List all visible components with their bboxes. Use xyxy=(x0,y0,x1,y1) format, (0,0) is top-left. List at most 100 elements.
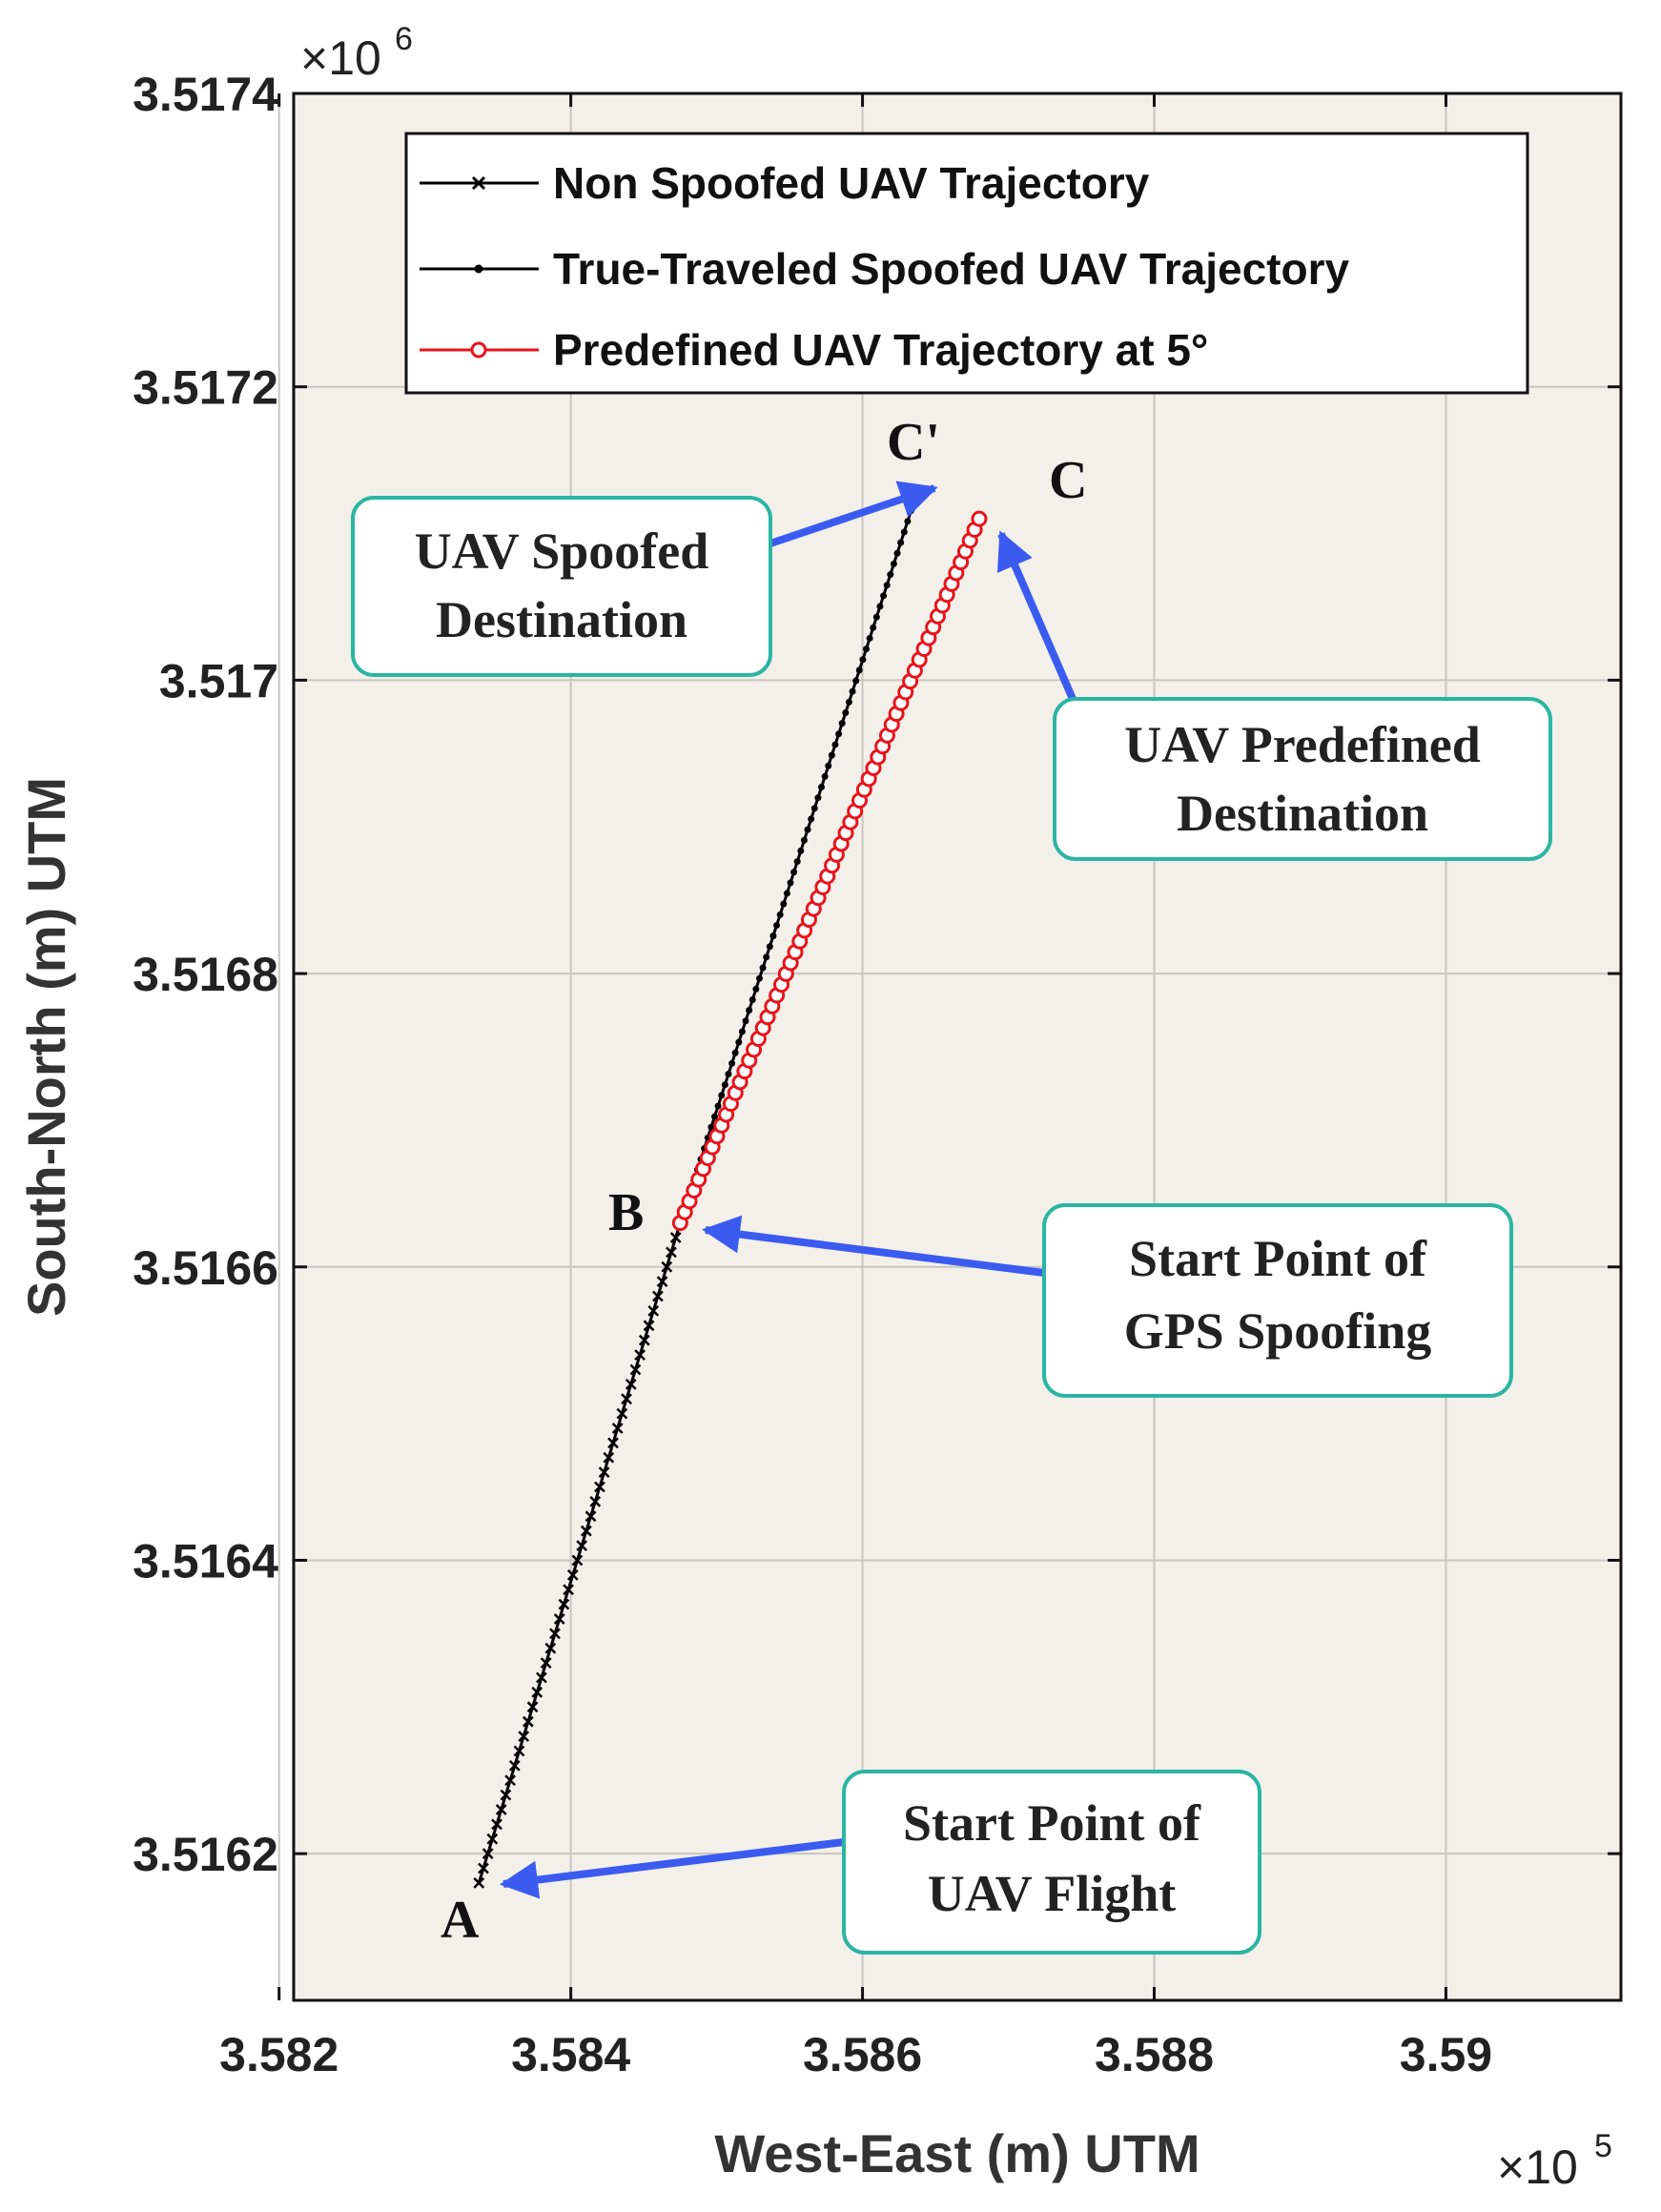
callout-text-predefined-1: UAV Predefined xyxy=(1124,716,1481,773)
data-point xyxy=(482,1848,494,1860)
point-label-c-prime: C' xyxy=(887,413,940,472)
data-point xyxy=(621,1393,632,1405)
legend: Non Spoofed UAV Trajectory True-Traveled… xyxy=(404,132,1529,395)
y-tick-label: 3.5162 xyxy=(133,1828,278,1881)
legend-label-non-spoofed: Non Spoofed UAV Trajectory xyxy=(553,158,1150,208)
series-line xyxy=(477,1222,682,1884)
data-point xyxy=(866,634,873,642)
callout-text-predefined-2: Destination xyxy=(1177,785,1428,842)
callout-arrow-predefined xyxy=(996,530,1077,701)
data-point xyxy=(725,1071,732,1078)
data-point xyxy=(589,1496,602,1507)
legend-marker-non-spoofed xyxy=(471,175,486,191)
data-point xyxy=(971,510,988,527)
data-point xyxy=(661,1260,673,1273)
data-point xyxy=(904,518,912,525)
data-point xyxy=(478,1862,489,1874)
callout-arrow-spoofed xyxy=(769,481,938,547)
data-point xyxy=(669,1232,682,1243)
data-point xyxy=(707,1123,715,1131)
data-point xyxy=(835,730,843,738)
data-point xyxy=(742,1017,749,1025)
data-point xyxy=(647,1305,660,1317)
data-point xyxy=(883,582,891,589)
data-point xyxy=(721,1081,728,1089)
data-point xyxy=(748,996,756,1004)
data-point xyxy=(810,805,818,812)
y-axis-label: South-North (m) UTM xyxy=(16,777,76,1317)
callout-uav-flight-start: Start Point of UAV Flight xyxy=(500,1770,1261,1955)
series-0 xyxy=(473,1217,687,1889)
callout-text-spoofed-2: Destination xyxy=(436,591,687,648)
y-exponent-power: 6 xyxy=(395,21,413,57)
data-point xyxy=(518,1731,530,1742)
data-point xyxy=(814,794,822,802)
legend-marker-predefined xyxy=(470,341,487,358)
data-point xyxy=(603,1451,615,1464)
data-point xyxy=(576,1540,588,1551)
legend-label-predefined: Predefined UAV Trajectory at 5° xyxy=(553,325,1208,375)
y-exponent-base: ×10 xyxy=(300,31,381,85)
callout-predefined-destination: UAV Predefined Destination xyxy=(996,530,1552,861)
data-point xyxy=(643,1320,655,1332)
callout-text-gps-spoofing-2: GPS Spoofing xyxy=(1124,1302,1432,1360)
x-tick-label: 3.582 xyxy=(219,2028,338,2081)
y-exponent: ×10 6 xyxy=(300,21,413,85)
data-point xyxy=(852,677,860,685)
data-point xyxy=(580,1525,592,1537)
data-point xyxy=(652,1290,664,1302)
data-point xyxy=(607,1437,619,1449)
data-point xyxy=(862,645,870,653)
callout-text-uav-flight-2: UAV Flight xyxy=(928,1865,1177,1922)
data-point xyxy=(838,720,846,727)
data-point xyxy=(558,1598,570,1610)
data-point xyxy=(804,826,811,833)
callout-gps-spoofing-start: Start Point of GPS Spoofing xyxy=(702,1203,1513,1398)
data-point xyxy=(553,1613,565,1625)
data-point xyxy=(787,879,794,887)
x-tick-label: 3.584 xyxy=(511,2028,630,2081)
data-point xyxy=(566,1568,579,1581)
data-point xyxy=(536,1671,547,1684)
data-point xyxy=(549,1628,561,1640)
y-tick-label: 3.5174 xyxy=(133,68,278,121)
legend-marker-true-traveled xyxy=(474,264,483,274)
data-point xyxy=(634,1349,646,1361)
data-point xyxy=(611,1423,624,1434)
data-point xyxy=(504,1774,516,1787)
data-point xyxy=(598,1466,610,1479)
legend-box xyxy=(404,132,1529,395)
data-point xyxy=(893,549,901,557)
data-point xyxy=(793,858,801,866)
data-point xyxy=(473,1877,485,1889)
callout-box-gps-spoofing xyxy=(1042,1203,1513,1398)
data-point xyxy=(491,1818,502,1831)
data-point xyxy=(656,1276,668,1288)
y-tick-label: 3.5166 xyxy=(133,1241,278,1295)
callout-box-spoofed xyxy=(351,496,772,677)
data-point xyxy=(808,815,815,823)
x-tick-label: 3.588 xyxy=(1095,2028,1214,2081)
plot-area xyxy=(294,93,1621,2000)
data-point xyxy=(821,772,829,780)
x-exponent-power: 5 xyxy=(1594,2128,1612,2164)
data-point xyxy=(845,698,852,706)
data-point xyxy=(531,1687,543,1698)
point-label-a: A xyxy=(441,1891,480,1950)
data-point xyxy=(831,741,839,748)
data-point xyxy=(876,603,884,610)
data-point xyxy=(897,539,905,546)
data-point xyxy=(880,592,888,600)
callout-text-spoofed-1: UAV Spoofed xyxy=(415,522,709,580)
data-point xyxy=(571,1554,584,1567)
data-point xyxy=(790,869,798,876)
data-point xyxy=(584,1510,597,1523)
data-point xyxy=(890,560,897,567)
callout-spoofed-destination: UAV Spoofed Destination xyxy=(351,481,938,677)
data-point xyxy=(759,964,767,972)
data-point xyxy=(776,911,784,918)
data-point xyxy=(855,666,863,674)
data-point xyxy=(900,528,908,536)
data-point xyxy=(769,932,777,940)
